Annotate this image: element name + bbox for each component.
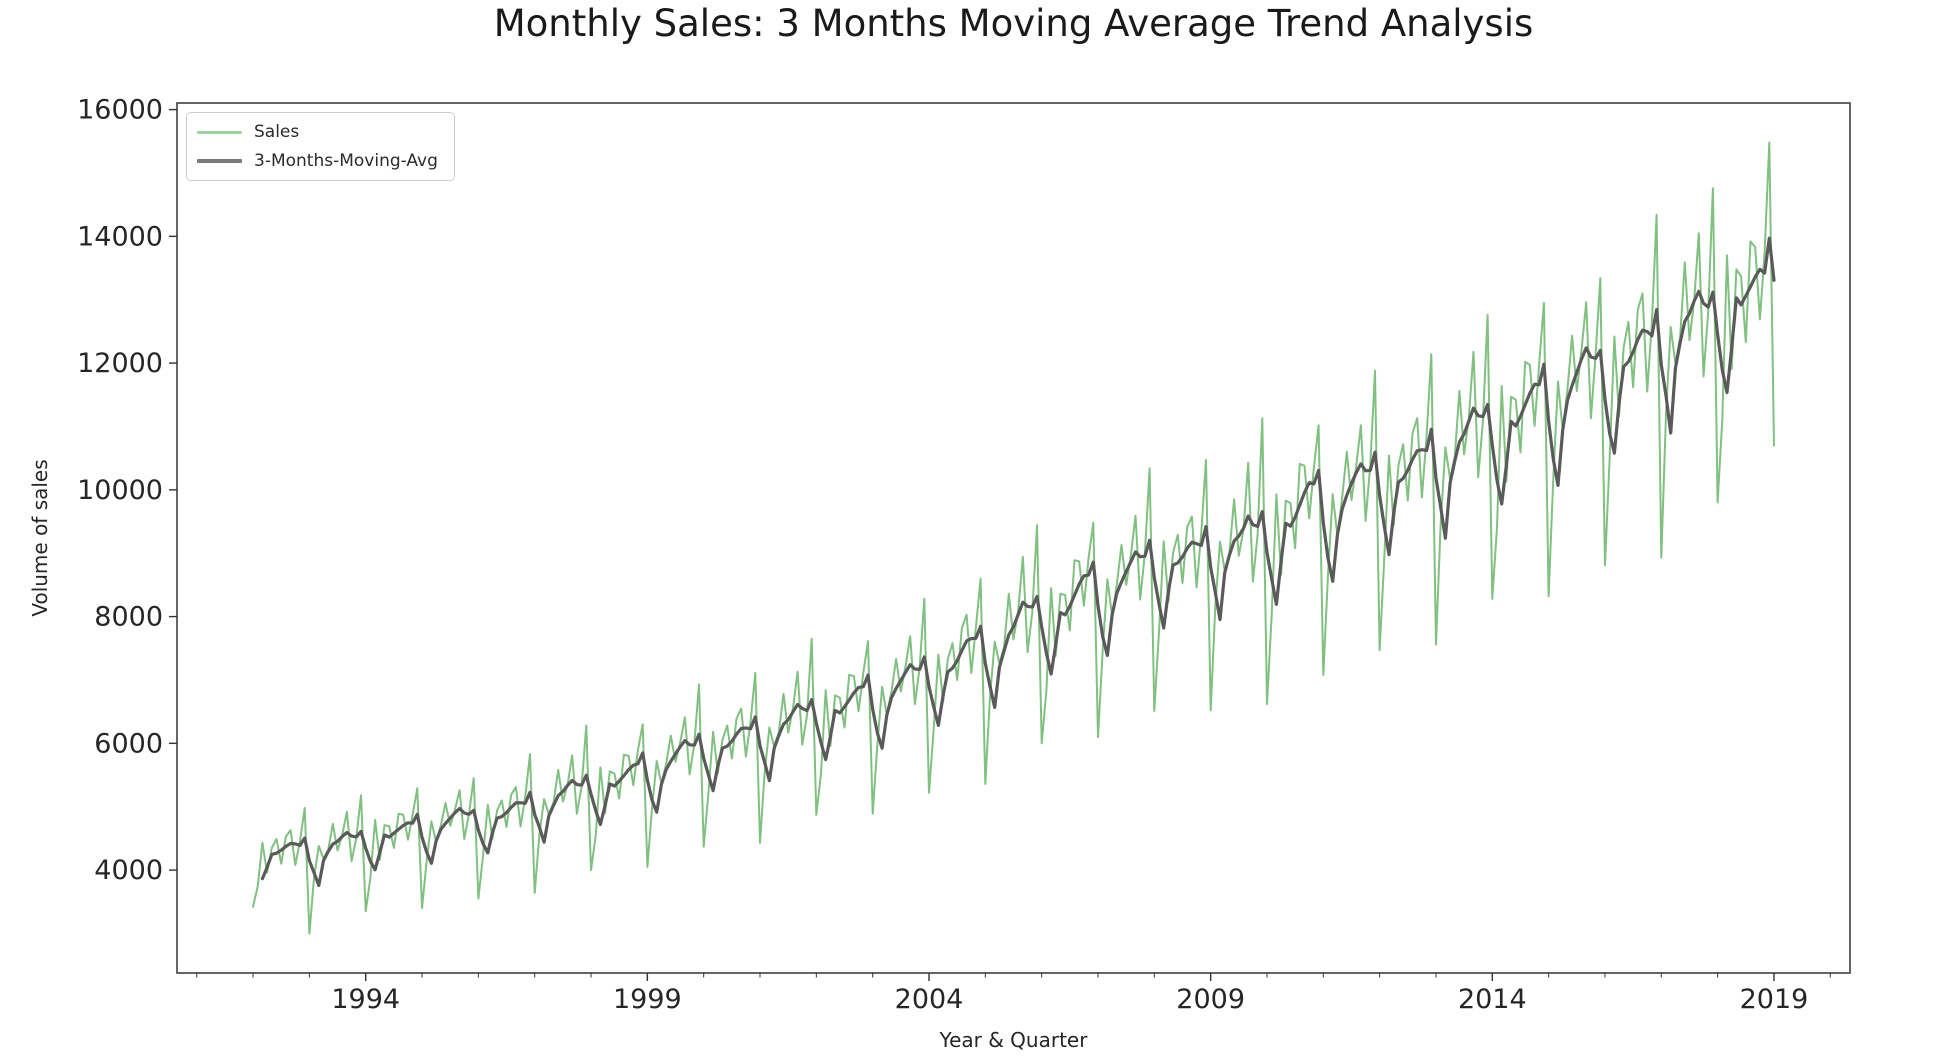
x-tick-label: 2019 (1740, 984, 1809, 1015)
y-axis-label: Volume of sales (28, 459, 52, 617)
x-tick-label: 1994 (331, 984, 400, 1015)
legend-row-moving-avg: 3-Months-Moving-Avg (197, 151, 438, 171)
moving-avg-line (260, 236, 1776, 888)
sales-line-swatch (197, 130, 242, 134)
y-tick-label: 14000 (77, 221, 163, 252)
plot-frame (176, 102, 1851, 974)
chart-title: Monthly Sales: 3 Months Moving Average T… (493, 2, 1534, 45)
legend-label-moving-avg: 3-Months-Moving-Avg (254, 151, 438, 171)
x-axis-label: Year & Quarter (939, 1028, 1088, 1052)
x-tick-label: 2004 (895, 984, 964, 1015)
x-tick-label: 2014 (1458, 984, 1527, 1015)
y-tick-label: 8000 (94, 602, 163, 633)
y-tick-label: 6000 (94, 728, 163, 759)
sales-line (252, 141, 1775, 935)
legend-row-sales: Sales (197, 122, 438, 142)
y-tick-label: 12000 (77, 348, 163, 379)
x-tick-label: 1999 (613, 984, 682, 1015)
y-tick-label: 16000 (77, 95, 163, 126)
y-tick-label: 4000 (94, 855, 163, 886)
x-tick-label: 2009 (1176, 984, 1245, 1015)
legend-label-sales: Sales (254, 122, 300, 142)
y-tick-label: 10000 (77, 475, 163, 506)
legend: Sales 3-Months-Moving-Avg (186, 112, 455, 181)
moving-avg-line-swatch (197, 159, 242, 163)
